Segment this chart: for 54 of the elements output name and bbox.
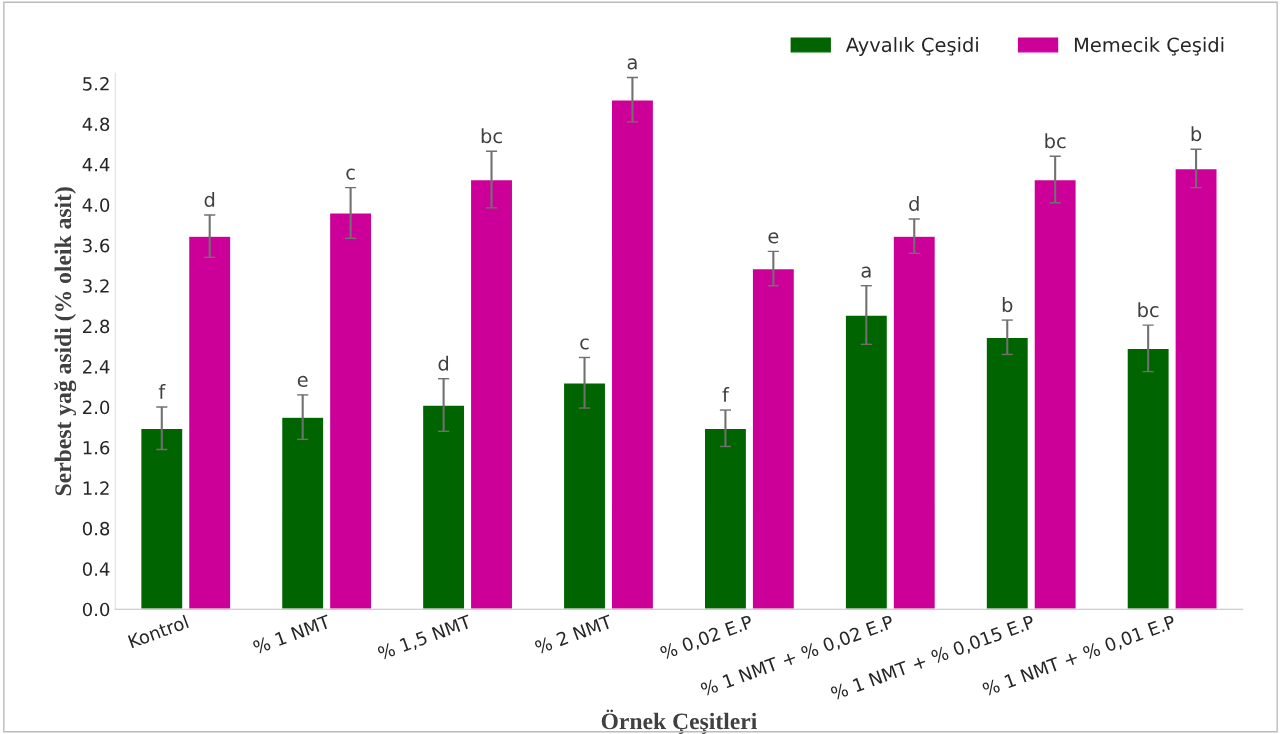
- data-label: f: [722, 387, 730, 402]
- data-label: e: [768, 232, 779, 244]
- bar: [280, 416, 325, 610]
- data-label: b: [1191, 126, 1202, 142]
- legend-label: Ayvalık Çeşidi: [845, 37, 978, 56]
- y-tick-label: 4.4: [82, 158, 110, 172]
- bar: [139, 427, 184, 610]
- bar: [1174, 167, 1218, 610]
- data-label: d: [909, 196, 919, 212]
- data-label: c: [580, 338, 589, 350]
- x-tick-label: % 0,02 E.P: [659, 614, 755, 662]
- x-axis-title: Örnek Çeşitleri: [601, 709, 757, 734]
- y-tick-label: 0.0: [82, 602, 110, 617]
- y-tick-label: 3.2: [83, 279, 109, 293]
- bar: [187, 235, 232, 610]
- bar: [844, 314, 889, 610]
- bar: [1033, 178, 1077, 610]
- y-tick-label: 3.6: [83, 238, 110, 253]
- bar: [610, 98, 655, 610]
- y-tick-label: 0.4: [82, 562, 110, 576]
- bar: [469, 178, 514, 610]
- data-label: d: [438, 355, 449, 371]
- y-tick-label: 2.4: [83, 360, 110, 374]
- bar: [892, 235, 937, 610]
- y-tick-label: 4.8: [82, 117, 110, 132]
- bar: [751, 267, 796, 610]
- data-label: d: [204, 191, 215, 207]
- data-label: a: [627, 58, 637, 70]
- data-label: bc: [481, 128, 502, 144]
- bar: [562, 382, 607, 610]
- data-label: a: [861, 266, 871, 278]
- data-label: c: [346, 168, 355, 180]
- data-label: e: [297, 375, 308, 387]
- data-label: bc: [1138, 302, 1159, 318]
- y-tick-label: 1.6: [83, 440, 110, 455]
- data-label: b: [1002, 297, 1013, 313]
- data-label: bc: [1045, 133, 1066, 149]
- y-tick-label: 4.0: [82, 198, 110, 212]
- x-tick-label: % 1 NMT: [252, 614, 332, 655]
- y-tick-label: 1.2: [83, 481, 109, 495]
- data-label: f: [158, 384, 166, 399]
- bar: [703, 427, 748, 610]
- y-tick-label: 0.8: [82, 521, 110, 536]
- x-tick-label: % 2 NMT: [534, 614, 614, 655]
- bar: [985, 336, 1030, 610]
- x-tick-label: % 1,5 NMT: [377, 614, 474, 662]
- y-tick-label: 5.2: [83, 76, 109, 91]
- legend-label: Memecik Çeşidi: [1074, 37, 1224, 56]
- bar: [328, 212, 373, 610]
- bar: [421, 404, 466, 610]
- y-tick-label: 2.8: [83, 319, 110, 334]
- bar: [1126, 347, 1170, 610]
- y-axis-title: Serbest yağ asidi (% oleik asit): [54, 187, 77, 496]
- y-tick-label: 2.0: [83, 400, 110, 415]
